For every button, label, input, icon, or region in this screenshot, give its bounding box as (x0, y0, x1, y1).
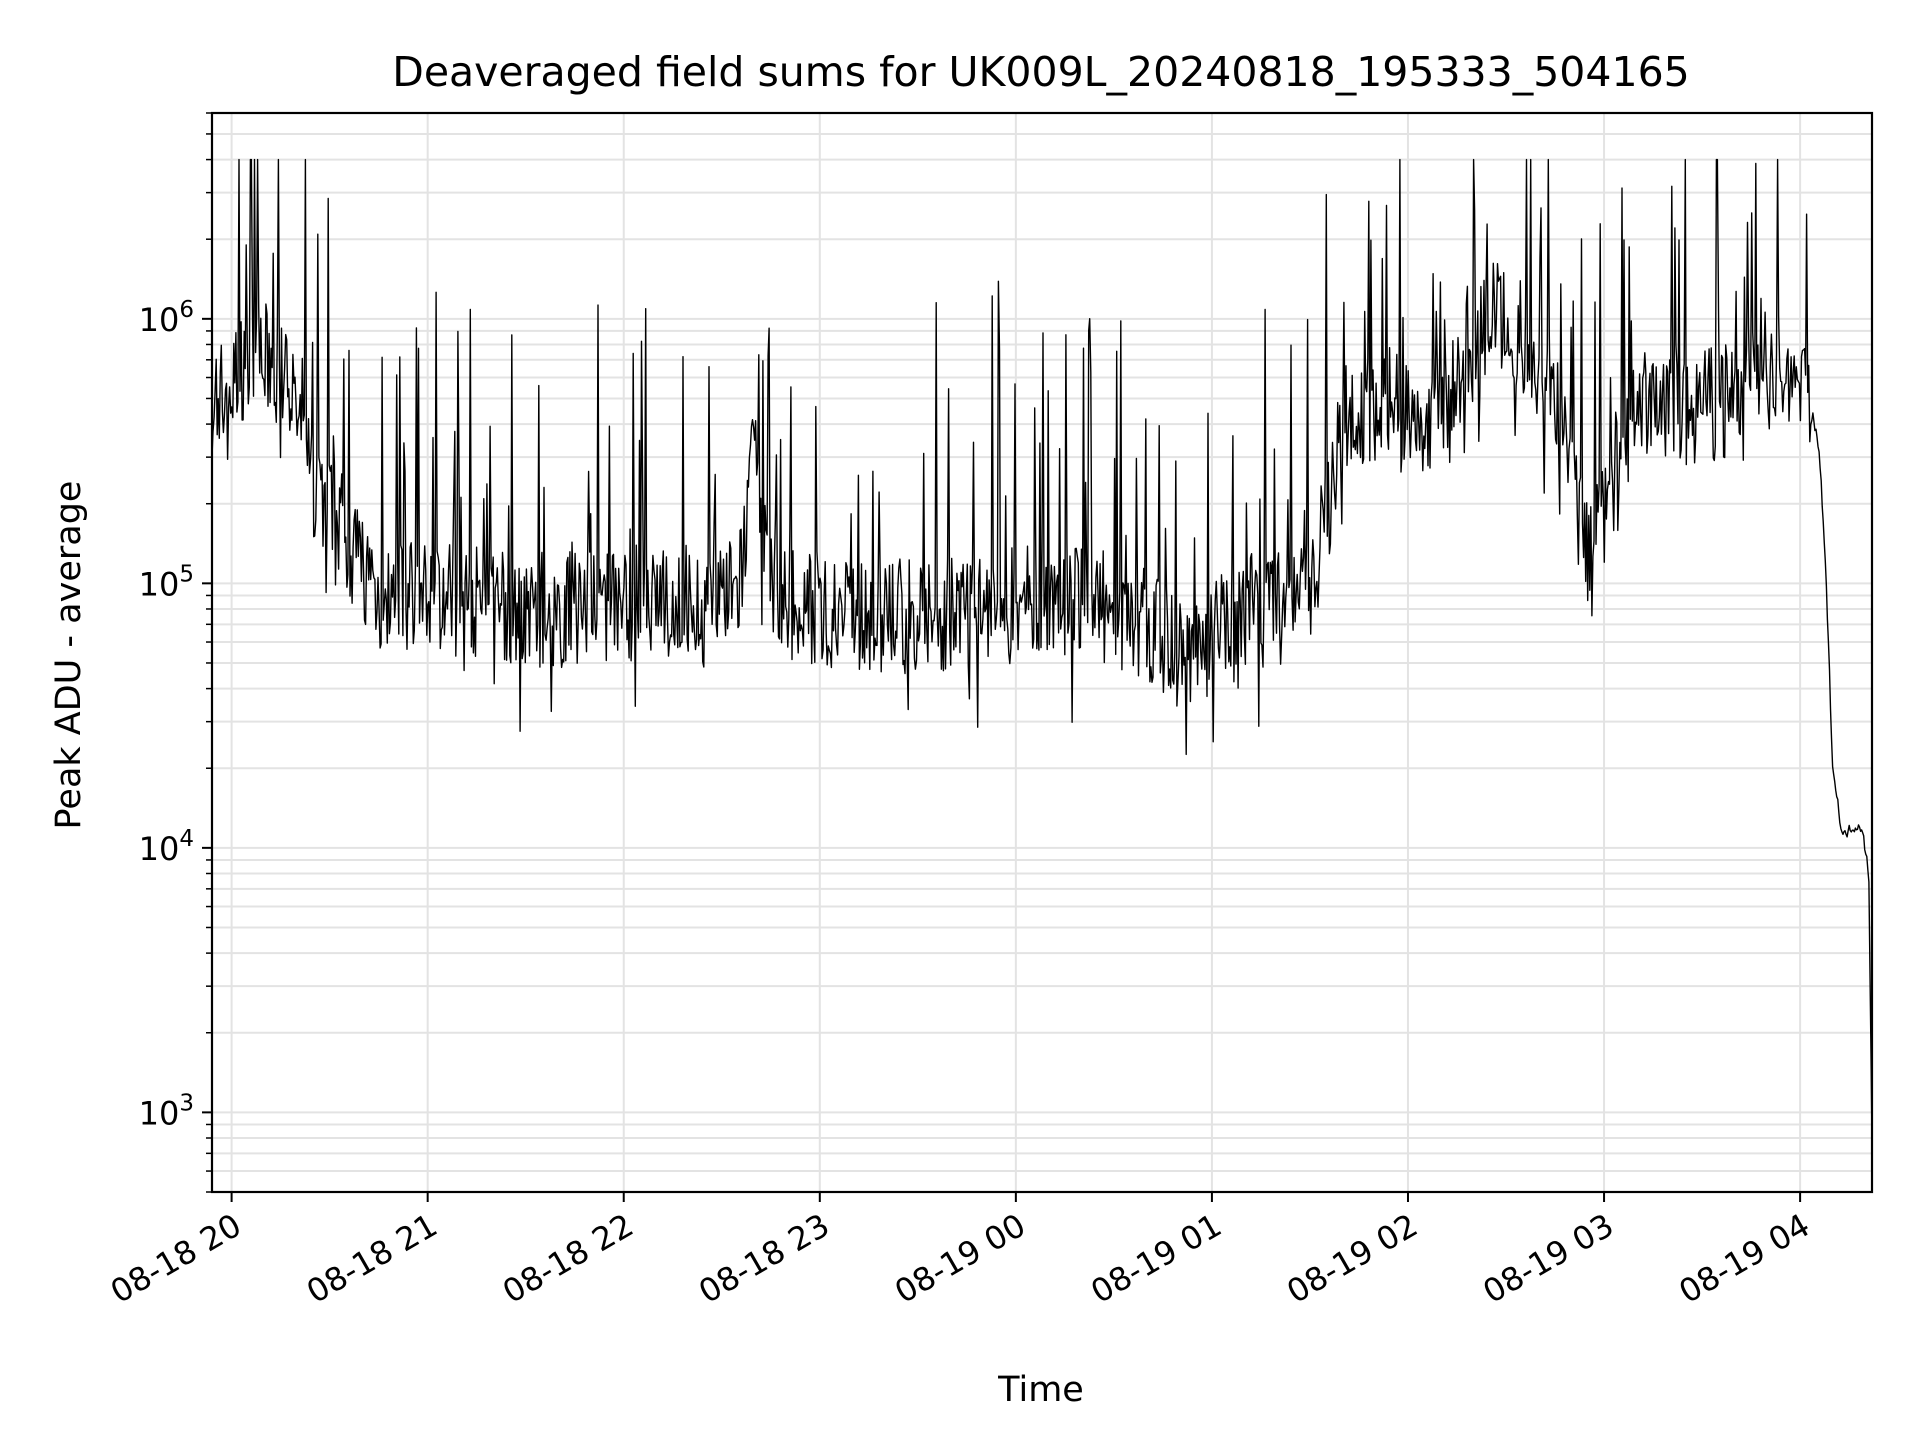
chart-title: Deaveraged field sums for UK009L_2024081… (392, 48, 1690, 96)
series-line (211, 158, 1873, 1143)
y-tick-label: 103 (139, 1090, 194, 1132)
y-axis-label: Peak ADU - average (49, 481, 89, 830)
y-tick-label: 106 (139, 297, 194, 339)
y-tick-label: 104 (139, 826, 194, 868)
x-axis-label: Time (997, 1370, 1084, 1410)
y-tick-label: 105 (139, 561, 194, 603)
plot-frame (210, 111, 1874, 1194)
